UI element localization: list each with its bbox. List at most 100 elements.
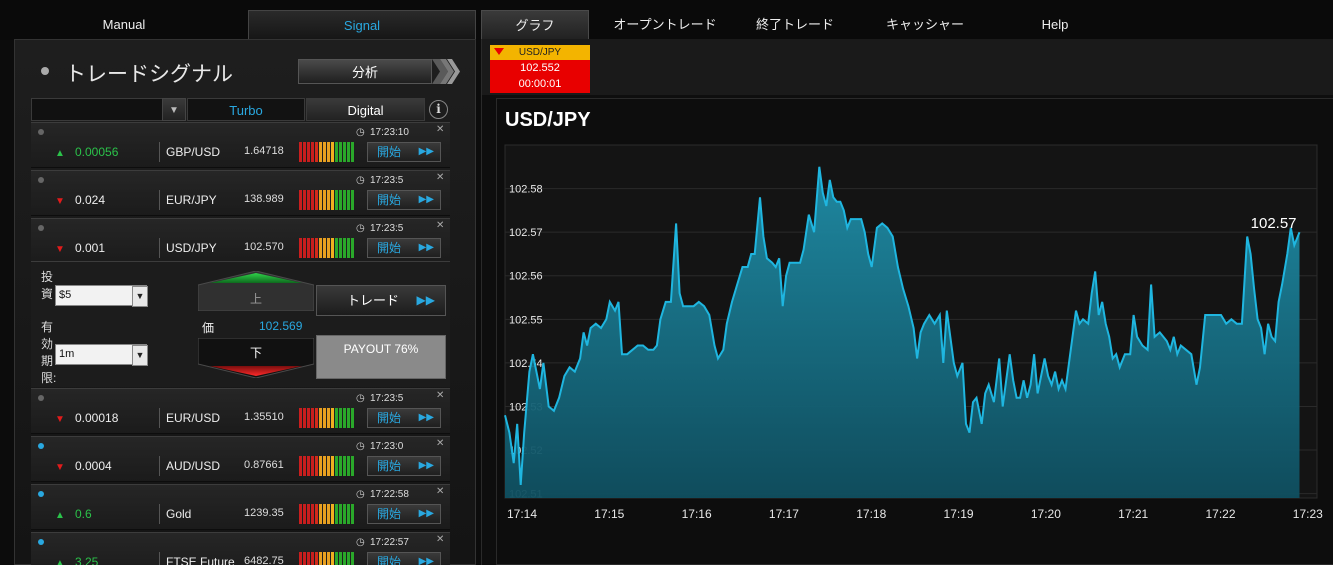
start-label: 開始 xyxy=(377,459,402,473)
meter-bar xyxy=(323,408,326,428)
invest-input[interactable]: $5 xyxy=(55,285,147,306)
chevron-down-icon[interactable]: ▼ xyxy=(132,286,148,307)
meter-bar xyxy=(315,238,318,258)
start-label: 開始 xyxy=(377,555,402,565)
meter-bar xyxy=(343,238,346,258)
tab-manual[interactable]: Manual xyxy=(102,17,146,32)
x-tick-label: 17:14 xyxy=(507,507,537,521)
chevron-down-icon[interactable]: ▼ xyxy=(132,345,148,366)
y-tick-label: 102.58 xyxy=(509,184,543,196)
meter-bar xyxy=(319,504,322,524)
tab-turbo[interactable]: Turbo xyxy=(187,98,305,121)
meter-bar xyxy=(339,456,342,476)
meter-bar xyxy=(343,408,346,428)
start-button[interactable]: 開始 ▶▶ xyxy=(367,190,441,210)
meter-bar xyxy=(323,456,326,476)
x-tick-label: 17:23 xyxy=(1293,507,1323,521)
close-icon[interactable]: ✕ xyxy=(436,220,445,231)
close-icon[interactable]: ✕ xyxy=(436,438,445,449)
chart-svg: 102.51102.52102.53102.54102.55102.56102.… xyxy=(504,144,1323,521)
tab-cashier[interactable]: キャッシャー xyxy=(885,17,964,32)
up-triangle-icon: ▲ xyxy=(55,510,65,521)
meter-bar xyxy=(335,504,338,524)
signal-row[interactable]: ◷ 17:23:0 ✕ ▼ 0.0004 AUD/USD 0.87661 開始 ▶▶ xyxy=(31,436,450,482)
triple-chevron-icon[interactable] xyxy=(432,59,462,84)
down-triangle-icon xyxy=(494,48,504,55)
signal-row[interactable]: ◷ 17:23:5 ✕ ▼ 0.024 EUR/JPY 138.989 開始 ▶▶ xyxy=(31,170,450,216)
close-icon[interactable]: ✕ xyxy=(436,486,445,497)
clock-icon: ◷ xyxy=(356,489,365,500)
close-icon[interactable]: ✕ xyxy=(436,124,445,135)
start-button[interactable]: 開始 ▶▶ xyxy=(367,552,441,565)
signal-time: 17:23:5 xyxy=(370,175,404,186)
meter-bar xyxy=(347,238,350,258)
divider xyxy=(159,142,160,162)
signal-row[interactable]: ◷ 17:23:5 ✕ ▼ 0.001 USD/JPY 102.570 開始 ▶▶ xyxy=(31,218,450,264)
signal-change: 0.0004 xyxy=(75,459,112,473)
meter-bar xyxy=(347,142,350,162)
signal-change: 0.00056 xyxy=(75,145,119,159)
tab-signal[interactable]: Signal xyxy=(248,10,476,39)
call-label: 上 xyxy=(249,292,262,306)
meter-bar xyxy=(343,456,346,476)
status-dot-icon xyxy=(38,177,44,183)
start-button[interactable]: 開始 ▶▶ xyxy=(367,504,441,524)
signal-time: 17:22:58 xyxy=(370,489,409,500)
analyze-button[interactable]: 分析 xyxy=(298,59,432,84)
meter-bar xyxy=(323,504,326,524)
tab-digital[interactable]: Digital xyxy=(306,98,425,121)
call-button[interactable]: 上 xyxy=(197,270,315,312)
info-icon[interactable]: i xyxy=(429,100,448,119)
start-button[interactable]: 開始 ▶▶ xyxy=(367,456,441,476)
put-label: 下 xyxy=(249,346,262,360)
signal-row[interactable]: ◷ 17:23:10 ✕ ▲ 0.00056 GBP/USD 1.64718 開始 ▶▶ xyxy=(31,122,450,168)
signal-row[interactable]: ◷ 17:22:58 ✕ ▲ 0.6 Gold 1239.35 開始 ▶▶ xyxy=(31,484,450,530)
trade-label: トレード xyxy=(347,293,400,308)
signal-asset: EUR/JPY xyxy=(166,193,217,207)
meter-bar xyxy=(311,190,314,210)
meter-bar xyxy=(299,456,302,476)
tab-closed-trades[interactable]: 終了トレード xyxy=(755,17,834,32)
meter-bar xyxy=(303,142,306,162)
mini-ticket[interactable]: USD/JPY 102.552 00:00:01 xyxy=(490,45,590,93)
signal-price: 138.989 xyxy=(244,193,284,205)
x-tick-label: 17:19 xyxy=(944,507,974,521)
x-tick-label: 17:17 xyxy=(769,507,799,521)
meter-bar xyxy=(339,504,342,524)
payout-badge: PAYOUT 76% xyxy=(316,335,446,379)
meter-bar xyxy=(307,504,310,524)
chart-title: USD/JPY xyxy=(505,109,591,131)
close-icon[interactable]: ✕ xyxy=(436,390,445,401)
divider xyxy=(159,408,160,428)
clock-icon: ◷ xyxy=(356,537,365,548)
tab-chart[interactable]: グラフ xyxy=(481,10,589,39)
filter-bar: ▼ Turbo Digital i xyxy=(31,98,450,121)
meter-bar xyxy=(339,408,342,428)
start-button[interactable]: 開始 ▶▶ xyxy=(367,408,441,428)
chevron-down-icon[interactable]: ▼ xyxy=(162,98,186,121)
signal-row[interactable]: ◷ 17:23:5 ✕ ▼ 0.00018 EUR/USD 1.35510 開始 ▶▶ xyxy=(31,388,450,434)
tab-open-trades[interactable]: オープントレード xyxy=(613,17,717,32)
put-button[interactable]: 下 xyxy=(197,337,315,379)
signal-row[interactable]: ◷ 17:22:57 ✕ ▲ 3.25 FTSE Future 6482.75 開始 ▶▶ xyxy=(31,532,450,565)
close-icon[interactable]: ✕ xyxy=(436,172,445,183)
signal-asset: FTSE Future xyxy=(166,555,235,565)
meter-bar xyxy=(299,408,302,428)
meter-bar xyxy=(307,142,310,162)
down-triangle-icon: ▼ xyxy=(55,196,65,207)
meter-bar xyxy=(347,408,350,428)
signal-asset: USD/JPY xyxy=(166,241,217,255)
panel-title: トレードシグナル xyxy=(65,62,233,86)
meter-bar xyxy=(351,456,354,476)
mini-ticket-price: 102.552 xyxy=(520,62,560,74)
price-chart[interactable]: 102.51102.52102.53102.54102.55102.56102.… xyxy=(496,98,1333,565)
start-button[interactable]: 開始 ▶▶ xyxy=(367,238,441,258)
meter-bar xyxy=(335,190,338,210)
meter-bar xyxy=(327,552,330,565)
double-chevron-icon: ▶▶ xyxy=(418,412,434,423)
start-button[interactable]: 開始 ▶▶ xyxy=(367,142,441,162)
close-icon[interactable]: ✕ xyxy=(436,534,445,545)
tab-help[interactable]: Help xyxy=(1041,17,1069,32)
top-nav: Manual Signal グラフ オープントレード 終了トレード キャッシャー… xyxy=(0,0,1333,40)
trade-button[interactable]: トレード ▶▶ xyxy=(316,285,446,316)
